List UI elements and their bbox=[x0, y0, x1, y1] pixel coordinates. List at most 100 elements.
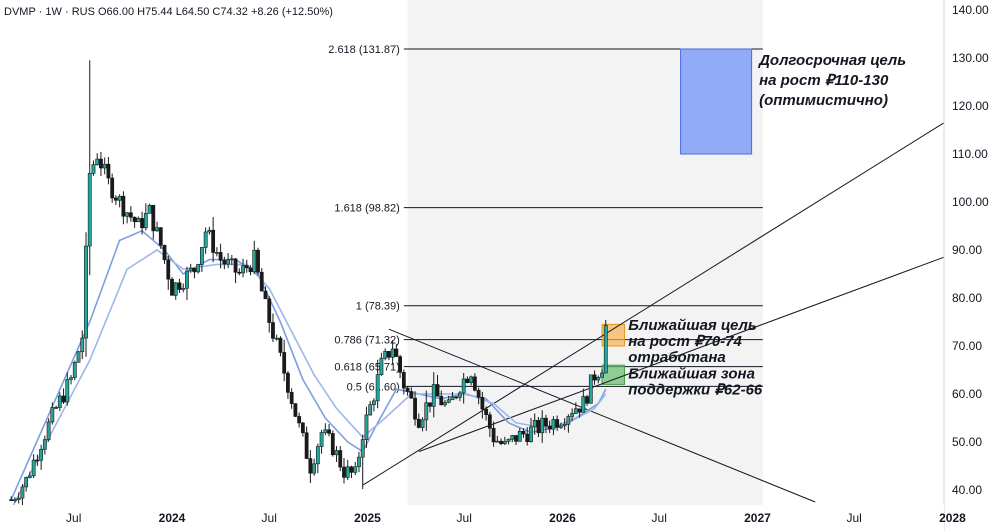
candle-body[interactable] bbox=[368, 404, 373, 416]
candle-body[interactable] bbox=[102, 163, 107, 169]
candle-body[interactable] bbox=[454, 396, 459, 399]
candle-body[interactable] bbox=[319, 432, 324, 447]
candle-body[interactable] bbox=[480, 396, 485, 410]
candle-body[interactable] bbox=[39, 448, 44, 461]
candle-body[interactable] bbox=[577, 408, 582, 413]
candle-body[interactable] bbox=[200, 247, 204, 265]
fibonacci-levels[interactable]: 2.618 (131.87) 1.618 (98.82) 1 (78.39) 0.78… bbox=[328, 44, 763, 393]
candle-body[interactable] bbox=[143, 213, 148, 229]
candle-body[interactable] bbox=[461, 378, 466, 394]
candle-body[interactable] bbox=[170, 278, 174, 296]
candle-body[interactable] bbox=[600, 372, 604, 378]
candle-body[interactable] bbox=[106, 163, 111, 179]
candle-body[interactable] bbox=[192, 267, 197, 273]
candle-body[interactable] bbox=[185, 270, 189, 289]
candle-body[interactable] bbox=[308, 458, 313, 474]
candle-body[interactable] bbox=[80, 337, 85, 353]
candle-body[interactable] bbox=[547, 425, 552, 430]
trend-line[interactable] bbox=[418, 256, 945, 453]
candles[interactable] bbox=[9, 60, 608, 507]
candle-body[interactable] bbox=[218, 252, 223, 261]
candle-body[interactable] bbox=[551, 419, 556, 430]
candle-body[interactable] bbox=[117, 195, 122, 201]
candle-body[interactable] bbox=[573, 408, 578, 414]
candle-body[interactable] bbox=[570, 413, 575, 417]
candle-body[interactable] bbox=[211, 229, 216, 253]
candle-body[interactable] bbox=[566, 416, 571, 425]
candle-body[interactable] bbox=[99, 158, 103, 169]
candle-body[interactable] bbox=[300, 422, 305, 434]
candle-body[interactable] bbox=[42, 439, 47, 450]
candle-body[interactable] bbox=[334, 450, 339, 456]
candle-body[interactable] bbox=[405, 387, 410, 392]
candle-body[interactable] bbox=[289, 392, 294, 404]
candle-body[interactable] bbox=[226, 259, 230, 265]
candle-body[interactable] bbox=[525, 433, 530, 442]
candle-body[interactable] bbox=[87, 172, 92, 247]
candle-body[interactable] bbox=[282, 352, 287, 374]
candle-body[interactable] bbox=[472, 376, 477, 391]
candle-body[interactable] bbox=[510, 435, 515, 440]
candle-body[interactable] bbox=[162, 245, 167, 261]
candle-body[interactable] bbox=[312, 463, 316, 474]
candle-body[interactable] bbox=[401, 372, 406, 389]
candle-body[interactable] bbox=[31, 459, 36, 477]
candle-body[interactable] bbox=[110, 177, 115, 199]
candle-body[interactable] bbox=[544, 417, 548, 427]
candle-body[interactable] bbox=[588, 374, 593, 404]
candle-body[interactable] bbox=[349, 466, 354, 473]
candle-body[interactable] bbox=[158, 227, 163, 246]
candle-body[interactable] bbox=[428, 402, 432, 407]
candle-body[interactable] bbox=[256, 249, 260, 273]
candle-body[interactable] bbox=[263, 290, 268, 300]
candle-body[interactable] bbox=[286, 372, 290, 393]
candle-body[interactable] bbox=[458, 392, 462, 398]
candle-body[interactable] bbox=[207, 229, 212, 233]
candle-body[interactable] bbox=[125, 212, 130, 217]
candle-body[interactable] bbox=[506, 438, 511, 442]
candle-body[interactable] bbox=[267, 298, 272, 323]
candle-body[interactable] bbox=[596, 377, 601, 381]
candle-body[interactable] bbox=[196, 264, 201, 273]
candle-body[interactable] bbox=[383, 351, 388, 359]
candle-body[interactable] bbox=[278, 337, 283, 353]
candle-body[interactable] bbox=[364, 414, 369, 440]
candle-body[interactable] bbox=[244, 265, 249, 269]
candle-body[interactable] bbox=[592, 374, 597, 381]
candle-body[interactable] bbox=[46, 421, 51, 440]
trend-line[interactable] bbox=[388, 328, 816, 503]
trend-line[interactable] bbox=[362, 122, 945, 486]
candle-body[interactable] bbox=[297, 416, 302, 424]
candle-body[interactable] bbox=[502, 441, 507, 444]
candle-body[interactable] bbox=[327, 429, 331, 434]
candle-body[interactable] bbox=[181, 287, 186, 290]
candle-body[interactable] bbox=[237, 271, 242, 274]
candle-body[interactable] bbox=[72, 361, 77, 378]
candle-body[interactable] bbox=[386, 351, 391, 358]
candle-body[interactable] bbox=[65, 379, 70, 403]
candle-body[interactable] bbox=[252, 249, 257, 273]
candle-body[interactable] bbox=[439, 395, 444, 406]
candle-body[interactable] bbox=[390, 348, 395, 358]
candle-body[interactable] bbox=[95, 158, 100, 165]
candle-body[interactable] bbox=[76, 351, 81, 363]
candle-body[interactable] bbox=[443, 401, 447, 406]
candle-body[interactable] bbox=[446, 399, 451, 403]
candle-body[interactable] bbox=[173, 282, 178, 296]
candle-body[interactable] bbox=[147, 204, 152, 214]
candle-body[interactable] bbox=[330, 433, 335, 456]
candle-body[interactable] bbox=[558, 425, 563, 428]
candle-body[interactable] bbox=[16, 497, 21, 501]
candle-body[interactable] bbox=[140, 218, 144, 229]
candle-body[interactable] bbox=[514, 435, 518, 442]
candle-body[interactable] bbox=[177, 282, 182, 290]
candle-body[interactable] bbox=[229, 258, 234, 261]
candle-body[interactable] bbox=[562, 424, 567, 427]
candle-body[interactable] bbox=[372, 400, 376, 405]
candle-body[interactable] bbox=[532, 419, 537, 428]
candle-body[interactable] bbox=[259, 271, 264, 292]
candle-body[interactable] bbox=[603, 324, 608, 374]
candle-body[interactable] bbox=[91, 164, 96, 174]
candle-body[interactable] bbox=[315, 446, 320, 465]
candle-body[interactable] bbox=[13, 499, 17, 502]
